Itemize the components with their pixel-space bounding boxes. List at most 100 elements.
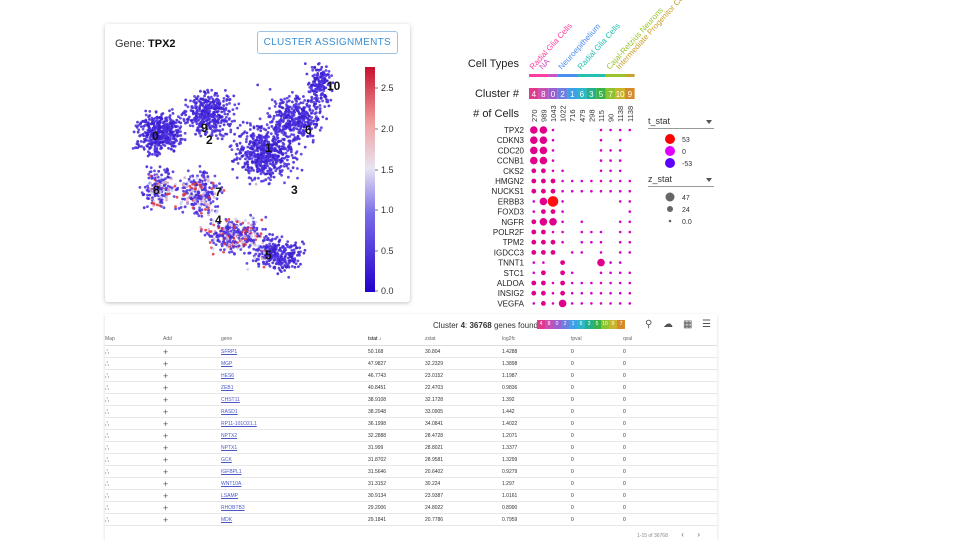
map-icon[interactable]: ∴ — [105, 504, 110, 512]
table-cell: 0 — [623, 381, 717, 394]
add-icon[interactable]: + — [163, 490, 169, 501]
add-icon[interactable]: + — [163, 466, 169, 477]
t-stat-select[interactable]: t_stat — [648, 116, 714, 129]
umap-cluster-label: 5 — [265, 248, 272, 262]
umap-plot[interactable]: 0 1 2 3 4 5 6 7 8 9 10 2.5 2.0 1.5 1.0 0.5 0.0 — [105, 24, 410, 302]
dot — [590, 281, 593, 285]
cluster-chip[interactable]: 6 — [577, 320, 585, 329]
add-icon[interactable]: + — [163, 514, 169, 525]
cluster-chip[interactable]: 3 — [585, 320, 593, 329]
table-cell: 1.442 — [502, 405, 571, 418]
map-icon[interactable]: ∴ — [105, 384, 110, 392]
column-header-tstat[interactable]: tstat ↓ — [368, 332, 425, 346]
add-icon[interactable]: + — [163, 382, 169, 393]
cluster-number: 5 — [599, 90, 604, 99]
add-icon[interactable]: + — [163, 418, 169, 429]
cluster-chip[interactable]: 4 — [537, 320, 545, 329]
column-header-Add[interactable]: Add — [163, 332, 221, 346]
cluster-chip[interactable]: 9 — [609, 320, 617, 329]
add-icon[interactable]: + — [163, 406, 169, 417]
gene-link[interactable]: WNT10A — [221, 480, 242, 487]
cluster-assignments-button[interactable]: CLUSTER ASSIGNMENTS — [256, 31, 398, 54]
map-icon[interactable]: ∴ — [105, 456, 110, 464]
gene-link[interactable]: HES6 — [221, 372, 235, 379]
gene-link[interactable]: RHOBTB3 — [221, 504, 245, 511]
gene-link[interactable]: NPTX2 — [221, 432, 238, 439]
add-icon[interactable]: + — [163, 358, 169, 369]
gene-link[interactable]: NPTX1 — [221, 444, 238, 451]
add-icon[interactable]: + — [163, 442, 169, 453]
gene-link[interactable]: LSAMP — [221, 492, 238, 499]
z-stat-select[interactable]: z_stat — [648, 174, 714, 187]
map-icon[interactable]: ∴ — [105, 348, 110, 356]
z-stat-swatches: 47 24 0.0 — [665, 192, 692, 226]
map-icon[interactable]: ∴ — [105, 444, 110, 452]
dot — [599, 169, 603, 173]
gene-link[interactable]: SFRP1 — [221, 348, 238, 355]
gene-link[interactable]: ZEB1 — [221, 384, 234, 391]
cluster-chip[interactable]: 1 — [569, 320, 577, 329]
cluster-chip[interactable]: 8 — [545, 320, 553, 329]
gene-link[interactable]: MDK — [221, 516, 233, 523]
add-icon[interactable]: + — [163, 454, 169, 465]
add-icon[interactable]: + — [163, 394, 169, 405]
column-header-tpval[interactable]: tpval — [571, 332, 623, 346]
dot — [628, 128, 632, 132]
gene-link[interactable]: RP11-101O21.1 — [221, 420, 257, 427]
map-icon[interactable]: ∴ — [105, 480, 110, 488]
map-icon[interactable]: ∴ — [105, 432, 110, 440]
map-icon[interactable]: ∴ — [105, 516, 110, 524]
add-icon[interactable]: + — [163, 370, 169, 381]
dot — [590, 179, 593, 183]
table-cell: 0 — [623, 405, 717, 418]
map-icon[interactable]: ∴ — [105, 360, 110, 368]
cluster-chip[interactable]: 5 — [593, 320, 601, 329]
dot — [539, 136, 548, 144]
cluster-chip[interactable]: 0 — [553, 320, 561, 329]
column-header-zstat[interactable]: zstat — [425, 332, 502, 346]
prev-page-icon[interactable]: ‹ — [681, 530, 684, 539]
next-page-icon[interactable]: › — [697, 530, 700, 539]
columns-icon[interactable]: ▦ — [683, 319, 693, 330]
column-header-Map[interactable]: Map — [105, 332, 163, 346]
gene-link[interactable]: MGP — [221, 360, 233, 367]
gene-row-label: ALDOA — [497, 279, 525, 288]
gene-link[interactable]: CHST11 — [221, 396, 240, 403]
dot — [590, 302, 593, 305]
map-icon[interactable]: ∴ — [105, 420, 110, 428]
map-icon[interactable]: ∴ — [105, 372, 110, 380]
gene-link[interactable]: RASD1 — [221, 408, 238, 415]
column-header-qval[interactable]: qval — [623, 332, 717, 346]
t-stat-swatch — [665, 134, 675, 144]
cluster-chip[interactable]: 10 — [601, 320, 609, 329]
gene-link[interactable]: IGFBPL1 — [221, 468, 242, 475]
column-header-gene[interactable]: gene — [221, 332, 368, 346]
add-icon[interactable]: + — [163, 346, 169, 357]
map-icon[interactable]: ∴ — [105, 492, 110, 500]
filter-icon[interactable]: ☰ — [702, 319, 711, 330]
cluster-number: 2 — [560, 90, 565, 99]
table-cell: 0 — [623, 429, 717, 442]
dot — [551, 138, 555, 142]
add-icon[interactable]: + — [163, 478, 169, 489]
gene-row-label: IGDCC3 — [494, 248, 525, 257]
cell-types-label: Cell Types — [468, 58, 520, 70]
cluster-chip[interactable]: 7 — [617, 320, 625, 329]
column-header-log2fc[interactable]: log2fc — [502, 332, 571, 346]
add-icon[interactable]: + — [163, 430, 169, 441]
dot — [599, 271, 603, 275]
table-cell: 32.2329 — [425, 357, 502, 370]
map-icon[interactable]: ∴ — [105, 396, 110, 404]
gene-link[interactable]: GCK — [221, 456, 232, 463]
cluster-chip[interactable]: 2 — [561, 320, 569, 329]
map-icon[interactable]: ∴ — [105, 408, 110, 416]
z-stat-swatch — [665, 192, 675, 202]
search-icon[interactable]: ⚲ — [645, 319, 653, 330]
cluster-number: 4 — [532, 90, 537, 99]
download-icon[interactable]: ☁ — [663, 319, 673, 330]
gene-row-label: NGFR — [501, 218, 524, 227]
table-cell: 23.0152 — [425, 369, 502, 382]
map-icon[interactable]: ∴ — [105, 468, 110, 476]
add-icon[interactable]: + — [163, 502, 169, 513]
table-cell: 28.9581 — [425, 453, 502, 466]
